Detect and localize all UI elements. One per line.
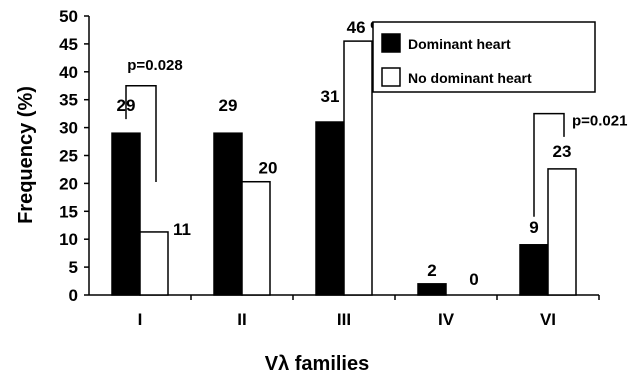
- y-tick-label: 35: [59, 91, 78, 110]
- x-tick-label: II: [237, 310, 246, 329]
- dominant-bar: [519, 244, 549, 296]
- p-value-label: p=0.028: [127, 57, 182, 74]
- dominant-bar: [213, 132, 243, 296]
- y-tick-label: 0: [69, 286, 78, 305]
- y-tick-label: 20: [59, 174, 78, 193]
- dominant-bar: [315, 121, 345, 296]
- no-dominant-bar: [547, 168, 577, 296]
- no-dominant-bar: [241, 180, 271, 296]
- p-value-label: p=0.021: [572, 113, 627, 130]
- legend-swatch-no-dominant: [381, 67, 401, 87]
- y-tick-label: 30: [59, 119, 78, 138]
- dominant-bar: [417, 283, 447, 296]
- y-tick-label: 10: [59, 230, 78, 249]
- data-label: 29: [219, 96, 238, 115]
- x-tick-label: III: [337, 310, 351, 329]
- data-label: 20: [259, 159, 278, 178]
- legend-label: No dominant heart: [408, 70, 532, 86]
- legend-label: Dominant heart: [408, 36, 511, 52]
- data-label: 11: [173, 220, 191, 239]
- y-tick-label: 15: [59, 202, 78, 221]
- y-tick-label: 50: [59, 7, 78, 26]
- x-tick-label: IV: [438, 310, 455, 329]
- data-label: 31: [321, 87, 340, 106]
- y-tick-label: 45: [59, 35, 78, 54]
- no-dominant-bar: [343, 40, 373, 296]
- data-label: 23: [553, 142, 572, 161]
- significance-bracket: [533, 112, 565, 217]
- legend-box: [372, 21, 596, 93]
- x-axis-title: Vλ families: [265, 353, 370, 375]
- significance-bracket: [125, 85, 157, 182]
- x-tick-label: VI: [540, 310, 556, 329]
- dominant-bar: [111, 132, 141, 296]
- data-label: 2: [427, 261, 436, 280]
- x-tick-label: I: [138, 310, 143, 329]
- data-label: 0: [469, 270, 478, 289]
- y-tick-label: 5: [69, 258, 78, 277]
- y-tick-label: 25: [59, 147, 78, 166]
- no-dominant-bar: [139, 231, 169, 296]
- data-label: 9: [529, 218, 538, 237]
- y-axis-title: Frequency (%): [15, 86, 37, 224]
- legend-swatch-dominant: [381, 33, 401, 53]
- y-tick-label: 40: [59, 63, 78, 82]
